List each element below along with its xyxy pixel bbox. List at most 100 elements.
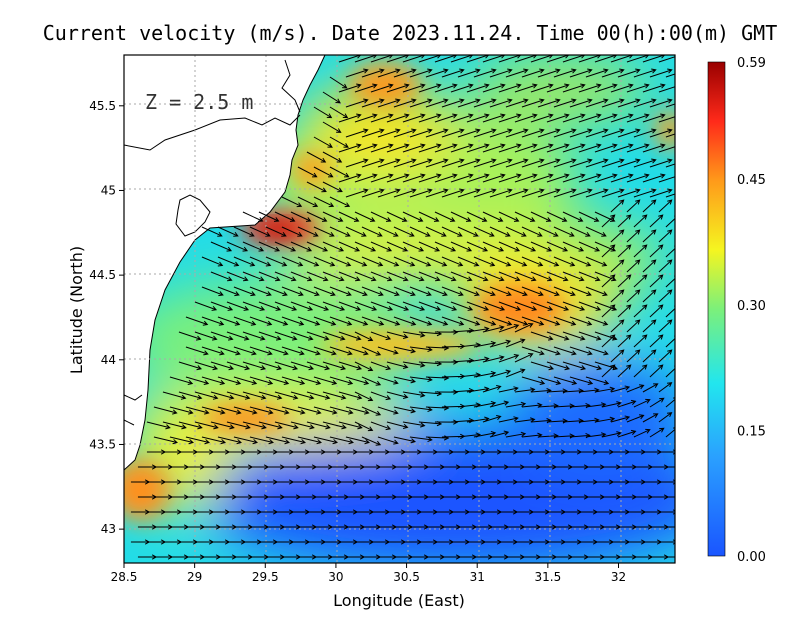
velocity-arrow [514,55,538,63]
velocity-arrow [322,421,347,430]
velocity-arrow [649,334,664,348]
velocity-arrow [601,98,625,108]
velocity-arrow [290,211,312,222]
velocity-arrow [457,316,481,326]
velocity-arrow [233,316,257,326]
velocity-arrow [258,241,281,252]
velocity-arrow [658,176,675,183]
velocity-arrow [370,391,392,401]
velocity-arrow [233,436,258,445]
velocity-arrow [249,376,274,385]
velocity-arrow [505,68,529,78]
velocity-arrow [594,83,618,93]
velocity-arrow [489,188,513,198]
velocity-arrow [290,361,315,371]
velocity-arrow [457,98,481,108]
velocity-arrow [338,361,363,371]
velocity-arrow [194,391,219,400]
velocity-arrow [313,256,336,267]
velocity-arrow [489,68,513,78]
velocity-arrow [393,256,416,267]
velocity-arrow [322,301,346,311]
velocity-arrow [281,196,303,208]
velocity-arrow [489,430,510,438]
velocity-arrow [505,256,528,267]
velocity-arrow [585,316,609,326]
velocity-arrow [313,376,338,385]
velocity-arrow [370,173,394,183]
plot-frame [123,54,676,564]
velocity-arrow [354,391,374,402]
velocity-arrow [514,241,537,252]
velocity-arrow [585,158,609,168]
velocity-arrow [626,414,645,423]
velocity-arrow [626,143,650,153]
velocity-arrow [578,211,600,222]
velocity-arrow [361,98,385,108]
velocity-arrow [313,226,335,237]
velocity-arrow [562,173,586,183]
velocity-arrow [322,361,347,371]
velocity-arrow [297,196,319,208]
velocity-arrow [530,143,554,153]
velocity-arrow [610,55,634,63]
y-tick-label: 44 [101,353,116,367]
velocity-arrow [418,83,442,93]
velocity-arrow [226,361,251,371]
velocity-arrow [601,128,625,138]
velocity-arrow [242,361,267,371]
velocity-arrow [658,86,675,93]
velocity-arrow [585,346,609,356]
velocity-arrow [601,431,622,438]
velocity-arrow [306,421,331,430]
velocity-arrow [386,211,408,222]
velocity-arrow [665,133,675,138]
velocity-arrow [578,241,601,252]
velocity-arrow [626,173,650,183]
velocity-arrow [153,406,178,415]
velocity-arrow [329,316,353,326]
velocity-arrow [377,316,401,326]
velocity-arrow [585,256,608,267]
velocity-arrow [338,301,362,311]
velocity-arrow [553,98,577,108]
velocity-arrow [601,274,616,288]
velocity-arrow [658,259,673,273]
velocity-arrow [345,316,369,326]
velocity-arrow [434,143,458,153]
x-axis-title: Longitude (East) [333,591,465,610]
velocity-arrow [297,376,322,385]
velocity-arrow [377,346,399,355]
velocity-arrow [610,349,625,363]
velocity-arrow [617,128,641,138]
velocity-arrow [354,55,378,63]
velocity-arrow [377,436,399,445]
velocity-arrow [658,382,673,393]
velocity-arrow [434,83,458,93]
velocity-arrow [633,128,657,138]
velocity-arrow [329,376,354,385]
colorbar-gradient [707,61,726,557]
velocity-arrow [290,301,314,311]
velocity-arrow [642,199,657,213]
velocity-arrow [466,301,490,311]
velocity-arrow [553,128,577,138]
velocity-arrow [610,199,625,213]
velocity-arrow [409,128,433,138]
velocity-arrow [658,319,673,333]
velocity-arrow [649,128,673,138]
velocity-arrow [393,376,416,384]
velocity-arrow [450,417,475,424]
velocity-arrow [210,391,235,400]
velocity-arrow [617,304,632,318]
velocity-arrow [546,143,570,153]
velocity-arrow [562,241,585,252]
velocity-arrow [642,259,657,273]
velocity-arrow [297,256,320,267]
velocity-arrow [322,181,343,193]
velocity-arrow [562,211,584,222]
velocity-arrow [498,354,520,363]
chart-title: Current velocity (m/s). Date 2023.11.24.… [43,21,778,45]
velocity-arrow [434,211,456,222]
velocity-arrow [338,331,362,341]
